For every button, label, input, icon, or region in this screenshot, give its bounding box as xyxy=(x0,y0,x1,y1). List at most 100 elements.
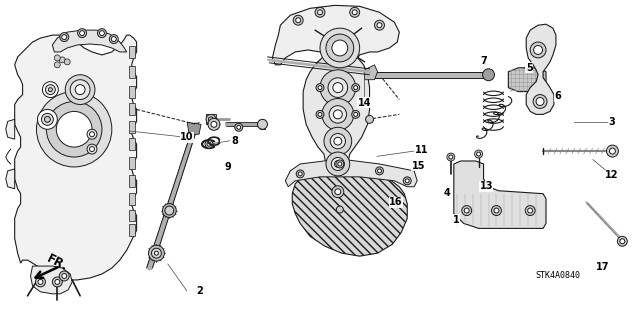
Circle shape xyxy=(332,186,344,198)
Circle shape xyxy=(90,132,95,137)
Circle shape xyxy=(475,150,483,158)
Circle shape xyxy=(349,7,360,17)
Circle shape xyxy=(477,152,481,156)
Circle shape xyxy=(60,33,68,41)
Circle shape xyxy=(354,85,358,90)
Circle shape xyxy=(328,78,348,97)
Circle shape xyxy=(148,245,164,261)
Circle shape xyxy=(62,34,67,40)
Polygon shape xyxy=(129,175,134,187)
Polygon shape xyxy=(206,115,216,124)
Circle shape xyxy=(330,134,346,149)
Circle shape xyxy=(44,116,51,122)
Circle shape xyxy=(235,123,243,131)
Circle shape xyxy=(209,117,213,122)
Text: 9: 9 xyxy=(225,162,232,172)
Circle shape xyxy=(65,75,95,105)
Circle shape xyxy=(534,46,543,55)
Text: 8: 8 xyxy=(231,136,238,145)
Circle shape xyxy=(494,208,499,213)
Circle shape xyxy=(461,205,472,216)
Circle shape xyxy=(207,142,211,146)
Circle shape xyxy=(318,85,322,90)
Text: 11: 11 xyxy=(415,145,428,155)
Text: 6: 6 xyxy=(554,91,561,101)
Polygon shape xyxy=(508,68,546,92)
Circle shape xyxy=(334,137,342,145)
Circle shape xyxy=(54,55,60,61)
Circle shape xyxy=(205,140,213,148)
Circle shape xyxy=(87,129,97,139)
Polygon shape xyxy=(303,50,369,196)
Circle shape xyxy=(365,115,374,123)
Circle shape xyxy=(403,177,411,185)
Circle shape xyxy=(607,145,618,157)
Circle shape xyxy=(378,169,381,173)
Circle shape xyxy=(293,15,303,25)
Circle shape xyxy=(374,20,385,30)
Circle shape xyxy=(618,236,627,246)
Circle shape xyxy=(317,10,323,15)
Circle shape xyxy=(335,161,341,167)
Circle shape xyxy=(320,70,356,106)
Circle shape xyxy=(298,172,302,176)
Circle shape xyxy=(376,167,383,175)
Polygon shape xyxy=(129,225,134,236)
Circle shape xyxy=(326,152,349,176)
Circle shape xyxy=(64,59,70,65)
Circle shape xyxy=(75,85,85,94)
Polygon shape xyxy=(129,157,134,169)
Text: STK4A0840: STK4A0840 xyxy=(536,271,580,280)
Polygon shape xyxy=(6,169,15,189)
Circle shape xyxy=(316,84,324,92)
Circle shape xyxy=(332,157,344,170)
Circle shape xyxy=(54,62,60,68)
Polygon shape xyxy=(129,121,134,133)
Circle shape xyxy=(620,239,625,244)
Circle shape xyxy=(527,208,532,213)
Circle shape xyxy=(257,119,268,129)
Circle shape xyxy=(464,208,469,213)
Circle shape xyxy=(55,279,60,285)
Circle shape xyxy=(35,277,45,287)
Circle shape xyxy=(483,69,495,81)
Circle shape xyxy=(38,279,43,285)
Text: 1: 1 xyxy=(453,215,460,225)
Circle shape xyxy=(99,31,104,36)
Circle shape xyxy=(337,206,343,213)
Text: 10: 10 xyxy=(180,132,193,142)
Text: 2: 2 xyxy=(196,286,203,296)
Polygon shape xyxy=(454,161,546,228)
Circle shape xyxy=(296,170,304,178)
Polygon shape xyxy=(129,210,134,221)
Circle shape xyxy=(36,92,112,167)
Circle shape xyxy=(533,94,547,108)
Text: 4: 4 xyxy=(444,188,451,198)
Circle shape xyxy=(335,189,341,195)
Circle shape xyxy=(326,34,354,62)
Circle shape xyxy=(70,80,90,100)
Circle shape xyxy=(165,206,174,215)
Circle shape xyxy=(45,85,55,94)
Circle shape xyxy=(211,121,217,127)
Circle shape xyxy=(405,179,409,183)
Text: 15: 15 xyxy=(412,161,425,171)
Polygon shape xyxy=(6,119,15,139)
Circle shape xyxy=(56,111,92,147)
Polygon shape xyxy=(129,138,134,150)
Text: 16: 16 xyxy=(389,197,403,207)
Circle shape xyxy=(447,153,455,161)
Polygon shape xyxy=(187,122,201,134)
Circle shape xyxy=(62,273,67,278)
Circle shape xyxy=(322,99,354,130)
Circle shape xyxy=(38,109,58,129)
Circle shape xyxy=(354,112,358,116)
Circle shape xyxy=(60,271,69,281)
Circle shape xyxy=(79,31,84,36)
Polygon shape xyxy=(526,24,556,115)
Circle shape xyxy=(206,115,216,124)
Circle shape xyxy=(377,23,382,28)
Circle shape xyxy=(332,40,348,56)
Polygon shape xyxy=(273,5,399,77)
Polygon shape xyxy=(31,266,72,294)
